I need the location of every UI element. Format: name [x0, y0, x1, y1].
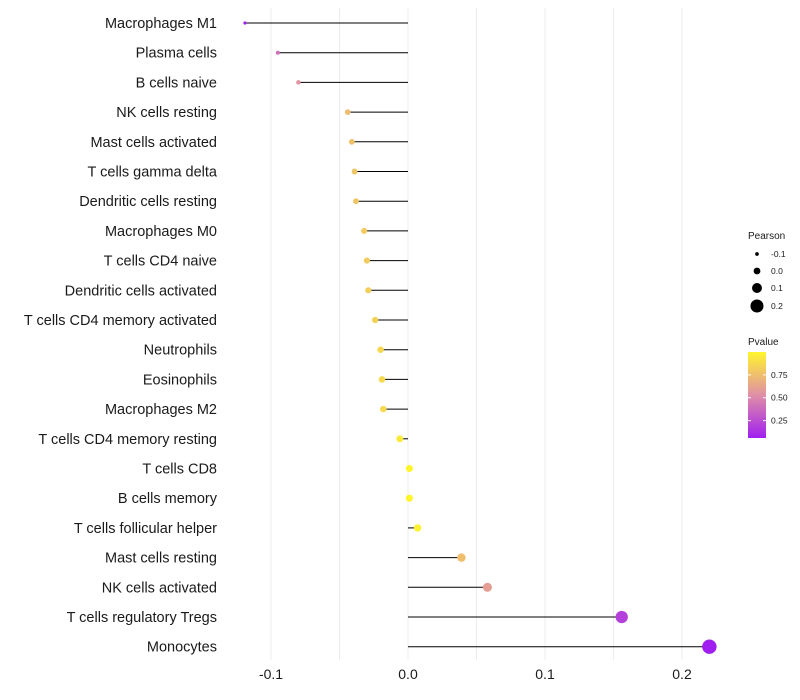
- lollipop-stems: [244, 22, 710, 648]
- x-tick-labels: -0.1 0.0 0.1 0.2: [259, 666, 692, 682]
- lollipop-points: [243, 21, 717, 654]
- lollipop-point: [396, 435, 404, 443]
- color-legend: Pvalue 0.75 0.50 0.25: [748, 337, 788, 438]
- category-label: T cells CD4 memory resting: [38, 432, 217, 448]
- size-legend-label: 0.1: [771, 283, 783, 293]
- lollipop-point: [351, 168, 358, 175]
- category-label: Monocytes: [147, 640, 217, 656]
- category-label: Macrophages M0: [105, 224, 217, 240]
- size-legend-label: 0.0: [771, 266, 783, 276]
- category-label: Macrophages M2: [105, 402, 217, 418]
- lollipop-point: [377, 346, 384, 353]
- category-label: B cells naive: [136, 75, 217, 91]
- lollipop-point: [378, 376, 386, 383]
- lollipop-point: [344, 109, 351, 115]
- lollipop-point: [405, 464, 413, 473]
- lollipop-point: [352, 198, 359, 205]
- lollipop-point: [405, 494, 413, 502]
- lollipop-point: [365, 287, 372, 294]
- lollipop-point: [482, 582, 492, 592]
- size-legend-dot: [753, 267, 761, 275]
- x-tick-label: 0.2: [672, 666, 692, 682]
- lollipop-point: [275, 50, 280, 55]
- category-label: Dendritic cells activated: [65, 283, 217, 299]
- lollipop-point: [457, 553, 466, 562]
- x-tick-label: -0.1: [259, 666, 283, 682]
- size-legend-dot: [750, 299, 764, 313]
- lollipop-point: [361, 227, 368, 234]
- lollipop-point: [615, 610, 628, 624]
- category-label: B cells memory: [118, 491, 218, 507]
- color-legend-label: 0.75: [771, 370, 788, 380]
- lollipop-point: [371, 316, 379, 324]
- category-label: T cells CD4 naive: [104, 254, 217, 270]
- size-legend-label: 0.2: [771, 301, 783, 311]
- category-label: NK cells resting: [116, 105, 217, 121]
- grid-lines: [270, 8, 683, 660]
- x-tick-label: 0.1: [535, 666, 555, 682]
- category-label: T cells follicular helper: [74, 521, 217, 537]
- pvalue-colorbar: [748, 352, 766, 438]
- size-legend: Pearson -0.1 0.0 0.1 0.2: [748, 231, 786, 313]
- size-legend-dot: [752, 283, 762, 293]
- lollipop-point: [413, 524, 422, 532]
- category-label: T cells regulatory Tregs: [67, 610, 217, 626]
- category-label: Mast cells activated: [90, 135, 217, 151]
- category-label: Plasma cells: [136, 46, 217, 62]
- category-label: Neutrophils: [144, 343, 217, 359]
- lollipop-point: [296, 80, 301, 85]
- x-tick-label: 0.0: [398, 666, 418, 682]
- category-label: T cells CD8: [142, 462, 217, 478]
- size-legend-dot: [755, 252, 759, 256]
- color-legend-label: 0.50: [771, 393, 788, 403]
- lollipop-point: [348, 138, 355, 145]
- color-legend-title: Pvalue: [748, 337, 779, 348]
- category-label: NK cells activated: [102, 580, 217, 596]
- category-label: Eosinophils: [143, 372, 217, 388]
- category-label: T cells CD4 memory activated: [24, 313, 217, 329]
- size-legend-label: -0.1: [771, 249, 786, 259]
- color-legend-label: 0.25: [771, 416, 788, 426]
- lollipop-point: [702, 639, 717, 654]
- size-legend-title: Pearson: [748, 231, 785, 242]
- category-label: Macrophages M1: [105, 16, 217, 32]
- lollipop-point: [380, 405, 387, 413]
- lollipop-point: [243, 21, 247, 25]
- category-labels: Macrophages M1 Plasma cells B cells naive N…: [24, 16, 218, 656]
- category-label: Dendritic cells resting: [79, 194, 217, 210]
- category-label: Mast cells resting: [105, 551, 217, 567]
- lollipop-point: [363, 257, 370, 264]
- category-label: T cells gamma delta: [88, 165, 218, 181]
